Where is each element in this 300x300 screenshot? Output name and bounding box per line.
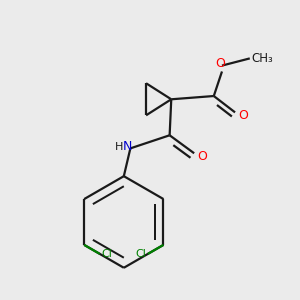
Text: Cl: Cl (135, 249, 146, 259)
Text: Cl: Cl (101, 249, 112, 259)
Text: O: O (197, 150, 207, 163)
Text: O: O (238, 109, 248, 122)
Text: O: O (215, 56, 225, 70)
Text: N: N (122, 140, 132, 153)
Text: H: H (115, 142, 123, 152)
Text: CH₃: CH₃ (251, 52, 273, 65)
